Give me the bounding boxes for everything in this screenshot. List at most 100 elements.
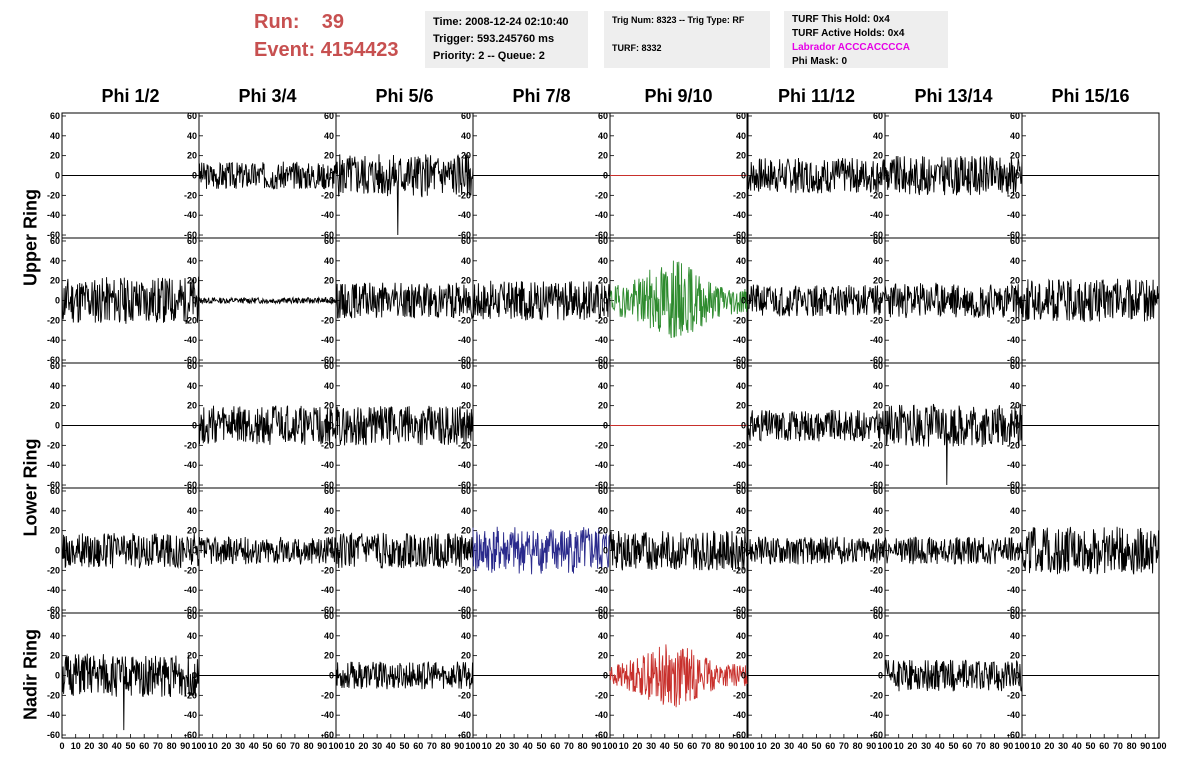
y-tick-label: 40 bbox=[736, 256, 746, 266]
y-tick-label: -20 bbox=[47, 690, 60, 700]
y-tick-label: -40 bbox=[458, 460, 471, 470]
x-tick-label: 100 bbox=[739, 741, 754, 751]
x-tick-label: 30 bbox=[646, 741, 656, 751]
y-tick-label: -40 bbox=[458, 335, 471, 345]
y-tick-label: 40 bbox=[50, 256, 60, 266]
y-tick-label: 20 bbox=[187, 151, 197, 161]
y-tick-label: 0 bbox=[603, 171, 608, 181]
y-tick-label: 20 bbox=[1010, 651, 1020, 661]
x-tick-label: 20 bbox=[495, 741, 505, 751]
x-tick-label: 20 bbox=[1044, 741, 1054, 751]
y-tick-label: 40 bbox=[736, 631, 746, 641]
y-tick-label: -60 bbox=[595, 730, 608, 740]
y-tick-label: -60 bbox=[1007, 730, 1020, 740]
x-tick-label: 40 bbox=[112, 741, 122, 751]
y-tick-label: -20 bbox=[184, 565, 197, 575]
y-tick-label: 20 bbox=[324, 401, 334, 411]
y-tick-label: 40 bbox=[1010, 131, 1020, 141]
x-tick-label: 20 bbox=[770, 741, 780, 751]
column-header: Phi 5/6 bbox=[375, 86, 434, 106]
y-tick-label: 20 bbox=[50, 151, 60, 161]
y-tick-label: -60 bbox=[870, 480, 883, 490]
y-tick-label: 60 bbox=[187, 236, 197, 246]
y-tick-label: -60 bbox=[321, 605, 334, 615]
x-tick-label: 30 bbox=[372, 741, 382, 751]
y-tick-label: -20 bbox=[458, 315, 471, 325]
y-tick-label: -20 bbox=[595, 690, 608, 700]
x-tick-label: 90 bbox=[1140, 741, 1150, 751]
x-tick-label: 70 bbox=[976, 741, 986, 751]
y-tick-label: -60 bbox=[321, 730, 334, 740]
y-tick-label: 20 bbox=[324, 276, 334, 286]
x-tick-label: 100 bbox=[465, 741, 480, 751]
y-tick-label: 40 bbox=[187, 256, 197, 266]
waveform-trace bbox=[198, 536, 337, 565]
waveform-trace bbox=[61, 276, 200, 325]
waveform-trace bbox=[198, 296, 337, 306]
x-tick-label: 80 bbox=[853, 741, 863, 751]
run-row: Run: 39 bbox=[254, 8, 399, 36]
y-tick-label: -20 bbox=[870, 565, 883, 575]
y-tick-label: -60 bbox=[184, 480, 197, 490]
x-tick-label: 10 bbox=[71, 741, 81, 751]
y-tick-label: 20 bbox=[461, 276, 471, 286]
y-tick-label: -20 bbox=[595, 315, 608, 325]
y-tick-label: 20 bbox=[50, 276, 60, 286]
waveform-trace bbox=[335, 282, 474, 320]
x-tick-label: 10 bbox=[208, 741, 218, 751]
y-tick-label: 0 bbox=[1015, 546, 1020, 556]
y-tick-label: -40 bbox=[321, 460, 334, 470]
x-tick-label: 30 bbox=[235, 741, 245, 751]
y-tick-label: -20 bbox=[321, 190, 334, 200]
event-value: 4154423 bbox=[320, 39, 399, 61]
y-tick-label: 20 bbox=[187, 651, 197, 661]
y-tick-label: 60 bbox=[187, 111, 197, 121]
y-tick-label: 20 bbox=[1010, 151, 1020, 161]
y-tick-label: 40 bbox=[873, 506, 883, 516]
y-tick-label: 60 bbox=[324, 111, 334, 121]
y-tick-label: -40 bbox=[47, 710, 60, 720]
y-tick-label: -40 bbox=[184, 210, 197, 220]
waveform-trace bbox=[884, 403, 1023, 486]
y-tick-label: 40 bbox=[873, 381, 883, 391]
y-tick-label: 60 bbox=[461, 111, 471, 121]
waveform-trace bbox=[1021, 278, 1160, 323]
y-tick-label: 60 bbox=[598, 611, 608, 621]
x-tick-label: 50 bbox=[262, 741, 272, 751]
y-tick-label: -20 bbox=[1007, 190, 1020, 200]
phi-mask-text: Phi Mask: 0 bbox=[792, 56, 848, 67]
y-tick-label: -20 bbox=[47, 565, 60, 575]
y-tick-label: 40 bbox=[598, 631, 608, 641]
y-tick-label: -20 bbox=[458, 440, 471, 450]
y-tick-label: 20 bbox=[461, 151, 471, 161]
y-tick-label: -60 bbox=[733, 605, 746, 615]
y-tick-label: -20 bbox=[1007, 565, 1020, 575]
y-tick-label: 40 bbox=[1010, 381, 1020, 391]
y-tick-label: 0 bbox=[329, 296, 334, 306]
x-tick-label: 30 bbox=[1058, 741, 1068, 751]
y-tick-label: -20 bbox=[184, 690, 197, 700]
waveform-trace bbox=[198, 161, 337, 190]
y-tick-label: -40 bbox=[184, 335, 197, 345]
x-tick-label: 50 bbox=[673, 741, 683, 751]
waveform-trace bbox=[609, 644, 748, 708]
y-tick-label: -60 bbox=[184, 230, 197, 240]
y-tick-label: 0 bbox=[466, 296, 471, 306]
y-tick-label: -40 bbox=[321, 710, 334, 720]
y-tick-label: -40 bbox=[458, 585, 471, 595]
x-tick-label: 80 bbox=[167, 741, 177, 751]
y-tick-label: -40 bbox=[1007, 460, 1020, 470]
y-tick-label: 40 bbox=[873, 631, 883, 641]
y-tick-label: -60 bbox=[595, 480, 608, 490]
y-tick-label: 40 bbox=[1010, 506, 1020, 516]
y-tick-label: 40 bbox=[187, 506, 197, 516]
y-tick-label: -20 bbox=[1007, 690, 1020, 700]
y-tick-label: 20 bbox=[598, 526, 608, 536]
y-tick-label: -20 bbox=[595, 440, 608, 450]
y-tick-label: -40 bbox=[47, 585, 60, 595]
y-tick-label: 20 bbox=[736, 276, 746, 286]
y-tick-label: -40 bbox=[595, 710, 608, 720]
x-tick-label: 20 bbox=[84, 741, 94, 751]
y-tick-label: 40 bbox=[461, 506, 471, 516]
